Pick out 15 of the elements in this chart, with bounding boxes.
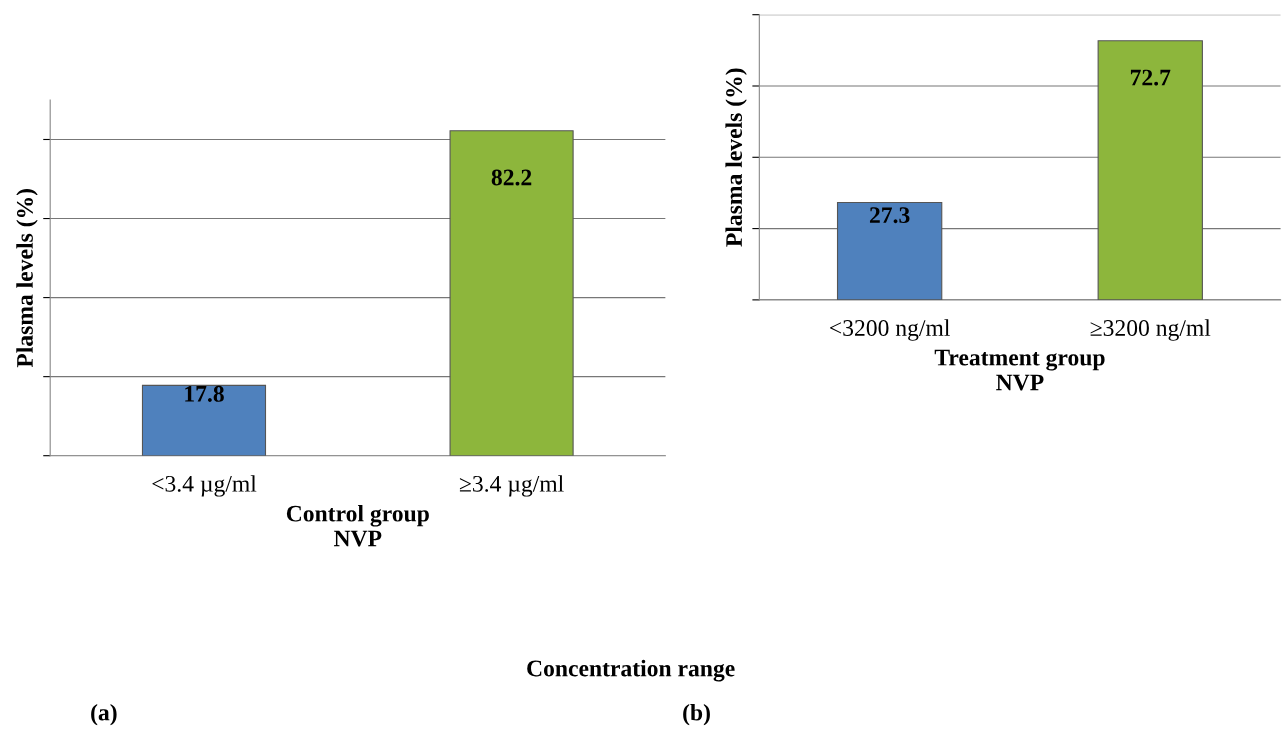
x-tick-label: ≥3200 ng/ml: [1090, 319, 1211, 341]
x-axis-title: Treatment group NVP: [934, 349, 1105, 391]
data-label: 72.7: [1130, 69, 1171, 86]
x-tick-label: ≥3.4 µg/ml: [459, 475, 564, 497]
data-label: 17.8: [185, 385, 224, 402]
y-axis-title: Plasma levels (%): [725, 68, 747, 247]
text: (b): [683, 703, 710, 726]
text: (a): [91, 703, 117, 726]
x-axis-title: Control group NVP: [286, 504, 429, 547]
data-label: 82.2: [491, 169, 532, 186]
text: Concentration range: [527, 659, 735, 682]
x-tick-label: <3200 ng/ml: [830, 319, 950, 341]
data-label: 27.3: [869, 207, 910, 224]
y-axis-title: Plasma levels (%): [16, 189, 38, 368]
x-tick-label: <3.4 µg/ml: [152, 475, 257, 497]
